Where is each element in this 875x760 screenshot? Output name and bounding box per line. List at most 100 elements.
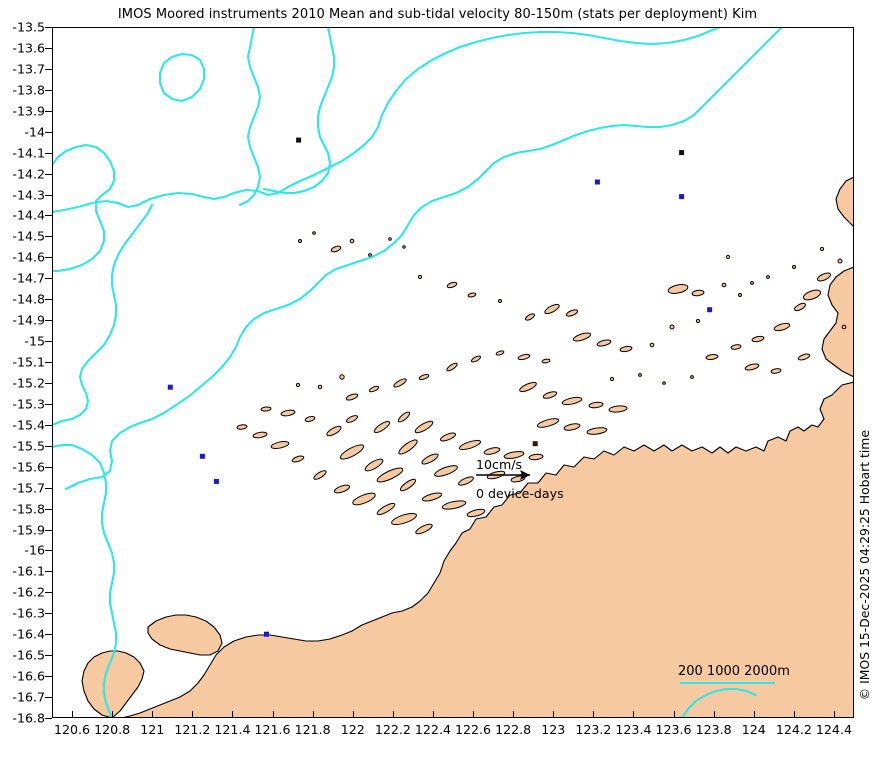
deployment-markers[interactable] bbox=[167, 137, 713, 637]
island bbox=[596, 339, 612, 347]
x-tick-label: 123.4 bbox=[615, 722, 652, 737]
y-tick-label: -15.5 bbox=[12, 438, 45, 454]
y-tick-label: -14.7 bbox=[12, 270, 45, 286]
island bbox=[744, 363, 760, 371]
island bbox=[346, 415, 358, 423]
island bbox=[399, 478, 417, 492]
x-tick-label: 124 bbox=[741, 722, 766, 737]
y-tick-mark bbox=[45, 634, 52, 636]
y-tick-mark bbox=[45, 466, 52, 468]
y-tick-mark bbox=[45, 341, 52, 343]
y-tick-label: -15.6 bbox=[12, 459, 45, 475]
y-tick-mark bbox=[45, 676, 52, 678]
island bbox=[750, 281, 754, 285]
island bbox=[797, 353, 811, 361]
deployment-marker[interactable] bbox=[296, 137, 302, 143]
y-tick-mark bbox=[45, 320, 52, 322]
bathymetry-legend: 200 1000 2000m bbox=[678, 664, 790, 684]
x-tick-label: 124.2 bbox=[775, 722, 812, 737]
deployment-marker[interactable] bbox=[199, 453, 205, 459]
deployment-marker[interactable] bbox=[679, 194, 685, 200]
x-tick-label: 121.4 bbox=[214, 722, 251, 737]
island bbox=[536, 418, 560, 428]
y-tick-label: -14.6 bbox=[12, 249, 45, 265]
y-tick-label: -15 bbox=[24, 333, 45, 349]
contour-1000m bbox=[64, 27, 784, 491]
island bbox=[388, 237, 392, 241]
island bbox=[691, 289, 705, 297]
island bbox=[705, 353, 719, 361]
island bbox=[330, 245, 342, 253]
island bbox=[802, 289, 822, 301]
island bbox=[376, 502, 396, 516]
island bbox=[466, 508, 486, 518]
island bbox=[819, 246, 825, 252]
x-tick-mark bbox=[112, 711, 114, 718]
y-tick-label: -13.6 bbox=[12, 40, 45, 56]
y-tick-label: -15.4 bbox=[12, 417, 45, 433]
island bbox=[304, 416, 316, 422]
island bbox=[352, 492, 376, 506]
island bbox=[291, 455, 305, 463]
x-tick-label: 121.2 bbox=[174, 722, 211, 737]
x-tick-mark bbox=[833, 711, 835, 718]
x-tick-mark bbox=[352, 711, 354, 718]
y-tick-mark bbox=[45, 362, 52, 364]
x-tick-mark bbox=[753, 711, 755, 718]
island bbox=[298, 239, 302, 243]
y-tick-mark bbox=[45, 131, 52, 133]
x-tick-label: 120.6 bbox=[54, 722, 91, 737]
island bbox=[446, 362, 458, 372]
deployment-marker[interactable] bbox=[167, 384, 173, 390]
y-tick-label: -14.2 bbox=[12, 166, 45, 182]
x-tick-label: 121.8 bbox=[294, 722, 331, 737]
y-tick-mark bbox=[45, 68, 52, 70]
deployment-marker[interactable] bbox=[594, 179, 600, 185]
deployment-marker[interactable] bbox=[532, 441, 538, 447]
y-tick-mark bbox=[45, 529, 52, 531]
y-tick-mark bbox=[45, 215, 52, 217]
deployment-marker[interactable] bbox=[264, 631, 269, 637]
deployment-marker[interactable] bbox=[679, 150, 685, 156]
y-tick-mark bbox=[45, 47, 52, 49]
x-tick-label: 122.8 bbox=[495, 722, 532, 737]
island bbox=[391, 512, 417, 526]
bathymetry-legend-label: 200 1000 2000m bbox=[678, 664, 790, 679]
y-tick-mark bbox=[45, 299, 52, 301]
deployment-marker[interactable] bbox=[213, 478, 219, 484]
y-tick-mark bbox=[45, 27, 52, 28]
y-tick-mark bbox=[45, 152, 52, 154]
island bbox=[418, 373, 430, 381]
island bbox=[528, 453, 544, 461]
y-tick-mark bbox=[45, 89, 52, 91]
x-tick-mark bbox=[432, 711, 434, 718]
island bbox=[525, 313, 535, 321]
island bbox=[503, 451, 525, 459]
island bbox=[441, 500, 467, 510]
y-tick-mark bbox=[45, 487, 52, 489]
y-tick-mark bbox=[45, 194, 52, 196]
x-tick-mark bbox=[272, 711, 274, 718]
y-tick-label: -15.2 bbox=[12, 375, 45, 391]
island bbox=[349, 238, 355, 244]
map-plot-area[interactable] bbox=[52, 27, 854, 718]
mainland-kimberley bbox=[121, 381, 854, 718]
x-tick-mark bbox=[392, 711, 394, 718]
y-tick-label: -16.6 bbox=[12, 668, 45, 684]
contour-closed-loop-small bbox=[158, 52, 206, 103]
y-tick-mark bbox=[45, 613, 52, 615]
island bbox=[417, 274, 423, 280]
x-tick-mark bbox=[152, 711, 154, 718]
island bbox=[415, 523, 433, 535]
y-tick-label: -16 bbox=[24, 542, 45, 558]
island bbox=[312, 231, 316, 235]
island bbox=[649, 342, 655, 348]
y-tick-label: -15.7 bbox=[12, 480, 45, 496]
y-tick-label: -13.8 bbox=[12, 82, 45, 98]
island bbox=[792, 265, 796, 269]
deployment-marker[interactable] bbox=[707, 307, 713, 313]
island bbox=[470, 355, 482, 363]
y-tick-label: -14.1 bbox=[12, 145, 45, 161]
y-tick-label: -14 bbox=[24, 124, 45, 140]
